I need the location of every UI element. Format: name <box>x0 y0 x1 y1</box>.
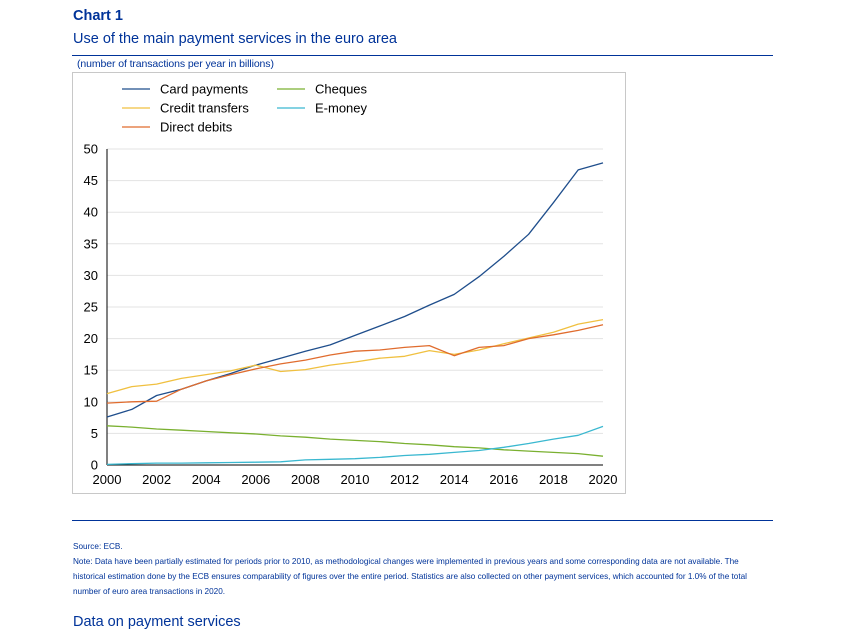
units-label: (number of transactions per year in bill… <box>77 58 274 70</box>
next-section-heading: Data on payment services <box>73 614 241 630</box>
y-tick-label-10: 10 <box>84 394 98 409</box>
series-line-e-money <box>106 425 604 466</box>
x-tick-label-2006: 2006 <box>241 472 270 487</box>
x-tick-label-2004: 2004 <box>192 472 221 487</box>
series-line-credit-transfers <box>106 318 604 395</box>
legend-label-cheques: Cheques <box>315 82 368 97</box>
x-tick-label-2014: 2014 <box>440 472 469 487</box>
legend-label-card-payments: Card payments <box>160 82 249 97</box>
y-tick-label-35: 35 <box>84 236 98 251</box>
x-tick-label-2020: 2020 <box>589 472 618 487</box>
x-tick-label-2016: 2016 <box>489 472 518 487</box>
chart-frame <box>72 72 626 494</box>
footer-source: Source: ECB. <box>73 542 123 551</box>
y-tick-label-0: 0 <box>91 458 98 473</box>
y-tick-label-25: 25 <box>84 300 98 315</box>
x-tick-label-2010: 2010 <box>341 472 370 487</box>
bottom-rule <box>72 520 773 521</box>
chart-title: Use of the main payment services in the … <box>73 31 397 47</box>
x-tick-label-2018: 2018 <box>539 472 568 487</box>
series-line-direct-debits <box>106 324 604 404</box>
chart-label: Chart 1 <box>73 8 123 24</box>
title-rule <box>72 55 773 56</box>
legend-label-e-money: E-money <box>315 101 368 116</box>
footer-note: Note: Data have been partially estimated… <box>73 557 747 596</box>
y-tick-label-40: 40 <box>84 205 98 220</box>
x-tick-label-2002: 2002 <box>142 472 171 487</box>
x-tick-label-2012: 2012 <box>390 472 419 487</box>
y-tick-label-5: 5 <box>91 426 98 441</box>
y-tick-label-20: 20 <box>84 331 98 346</box>
legend-label-direct-debits: Direct debits <box>160 120 233 135</box>
x-tick-label-2008: 2008 <box>291 472 320 487</box>
y-tick-label-50: 50 <box>84 142 98 157</box>
series-line-cheques <box>106 425 604 457</box>
x-tick-label-2000: 2000 <box>93 472 122 487</box>
y-tick-label-45: 45 <box>84 173 98 188</box>
y-tick-label-15: 15 <box>84 363 98 378</box>
y-tick-label-30: 30 <box>84 268 98 283</box>
legend-label-credit-transfers: Credit transfers <box>160 101 249 116</box>
